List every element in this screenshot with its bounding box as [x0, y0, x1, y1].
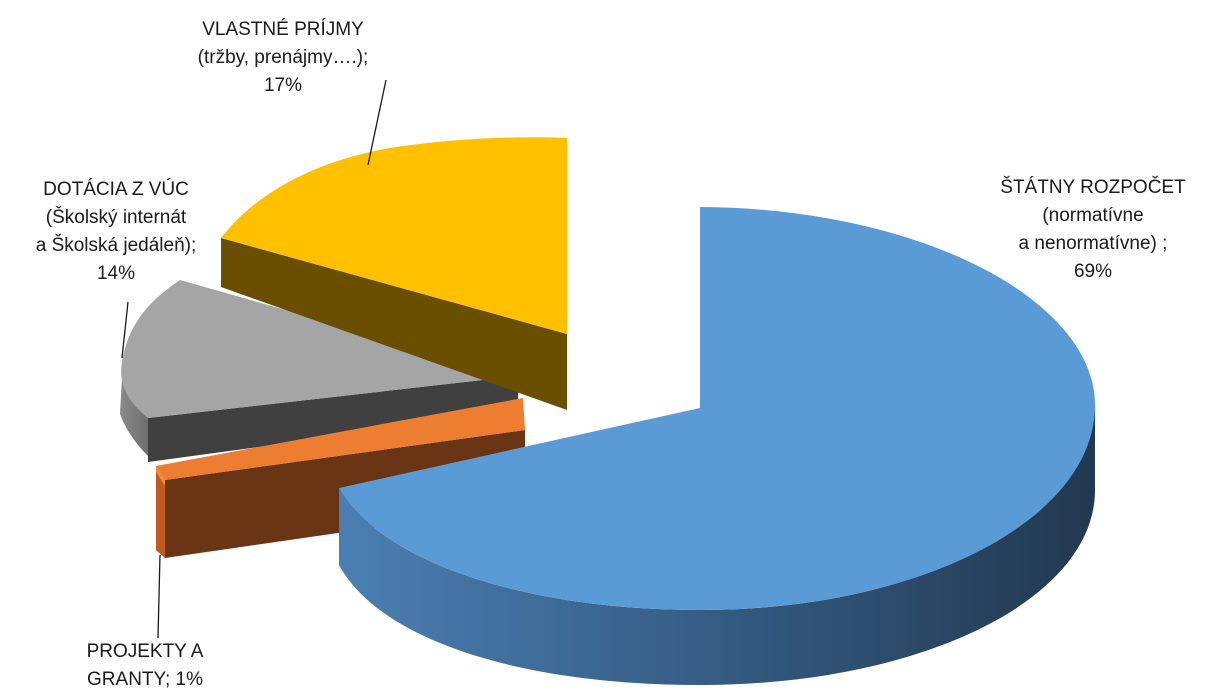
data-label-vlastne-prijmy: VLASTNÉ PRÍJMY (tržby, prenájmy….); 17% [197, 19, 369, 96]
slice-projekty-side [156, 466, 165, 558]
slice-dotacia-top [121, 280, 518, 418]
data-label-statny-rozpocet: ŠTÁTNY ROZPOČET (normatívne a nenormatív… [1000, 177, 1186, 282]
slice-dotacia-side [120, 378, 148, 456]
leader-line-projekty [157, 554, 161, 639]
slice-projekty-top-edge [156, 466, 165, 486]
slice-statny-rozpocet-top [339, 207, 1095, 610]
data-label-projekty: PROJEKTY A GRANTY; 1% [86, 641, 204, 690]
slice-statny-rozpocet-side [339, 400, 1095, 685]
slice-vlastne-prijmy-top [221, 137, 567, 334]
slice-vlastne-prijmy-inner-wall [221, 238, 567, 410]
leader-line-dotacia [121, 301, 129, 359]
slice-vlastne-prijmy [221, 137, 567, 410]
slice-projekty-top [156, 398, 525, 480]
leader-line-vlastne [367, 79, 387, 166]
slice-statny-rozpocet [339, 207, 1095, 685]
data-label-dotacia: DOTÁCIA Z VÚC (Školský internát a Školsk… [35, 179, 197, 284]
slice-dotacia [120, 280, 518, 462]
slice-dotacia-inner-wall [148, 376, 518, 462]
